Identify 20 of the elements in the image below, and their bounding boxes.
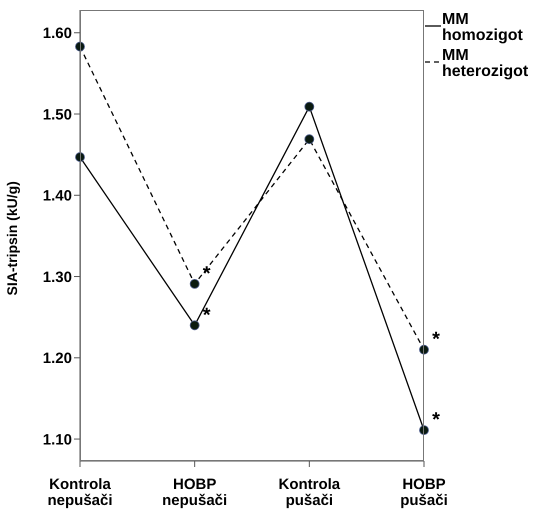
y-tick-label: 1.50	[42, 106, 72, 124]
y-tick-label: 1.30	[42, 268, 72, 286]
y-tick-label: 1.60	[42, 25, 72, 42]
y-tick-label: 1.10	[42, 431, 72, 448]
annotation: *	[202, 304, 211, 326]
legend-label: MM heterozigot	[442, 47, 530, 80]
x-tick-label: Kontrola pušači	[278, 476, 341, 509]
point	[304, 102, 314, 112]
annotation: *	[432, 409, 440, 432]
y-tick-label: 1.20	[42, 350, 72, 368]
x-tick-label: HOBP pušači	[400, 476, 448, 509]
point	[304, 134, 314, 144]
point	[190, 320, 200, 330]
y-axis-title: SIA-tripsin (kU/g)	[4, 181, 20, 296]
x-tick-label: HOBP nepušači	[162, 476, 228, 509]
y-tick-label: 1.40	[42, 188, 72, 205]
x-tick-label: Kontrola nepušači	[47, 476, 113, 509]
point	[190, 278, 200, 289]
legend-label: MM homozigot	[442, 11, 524, 44]
annotation: *	[432, 328, 440, 351]
